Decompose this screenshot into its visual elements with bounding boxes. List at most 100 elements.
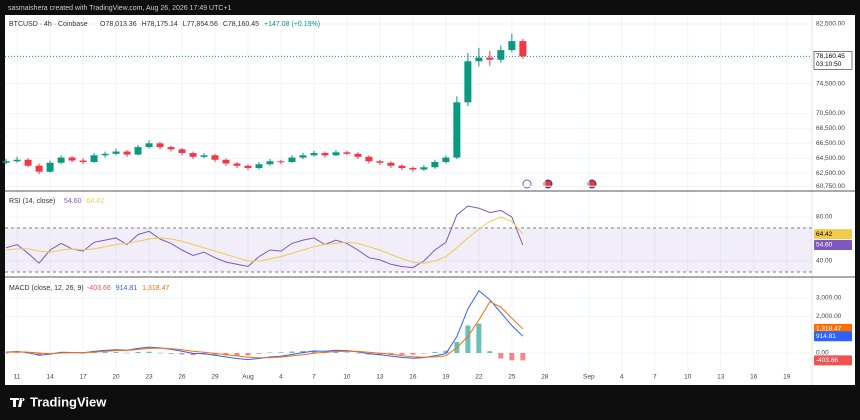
histogram-bar — [443, 350, 449, 354]
histogram-bar — [487, 351, 493, 354]
candle-body — [200, 155, 208, 157]
x-tick-label: 7 — [653, 374, 657, 381]
value-badge-label: -403.66 — [816, 357, 838, 364]
pane-title: MACD (close, 12, 26, 9) — [9, 285, 84, 292]
histogram-bar — [465, 325, 471, 354]
candle-body — [101, 153, 109, 156]
candle-body — [255, 164, 263, 168]
x-tick-label: 28 — [541, 374, 549, 381]
histogram-bar — [190, 353, 196, 356]
candle-body — [387, 162, 395, 166]
candle-body — [167, 147, 175, 150]
pane-readout: -403.66 — [87, 285, 111, 292]
last-price-badge — [813, 51, 853, 70]
candle-body — [508, 41, 516, 51]
candle-body — [156, 143, 164, 148]
ohlc-readout: L77,854.56 — [183, 21, 218, 28]
series-line — [6, 216, 524, 264]
x-tick-label: 4 — [620, 374, 624, 381]
histogram-bar — [14, 352, 20, 354]
candle-body — [442, 157, 450, 163]
y-tick-label: 60,750.00 — [816, 183, 845, 190]
logo: TradingView — [10, 394, 107, 409]
candle-body — [178, 149, 186, 154]
brand: TradingView — [30, 394, 107, 409]
histogram-bar — [212, 353, 218, 355]
countdown: 03:10:50 — [816, 61, 842, 68]
y-tick-label: 68,500.00 — [816, 125, 845, 132]
attribution: sasmaishera created with TradingView.com… — [8, 5, 232, 12]
ohlc-readout: H78,175.14 — [142, 21, 178, 28]
rsi-band — [5, 228, 812, 273]
histogram-bar — [245, 353, 251, 356]
candle-body — [57, 157, 65, 163]
value-badge-label: 64.42 — [816, 231, 833, 238]
candle-body — [453, 102, 461, 158]
pane-title: RSI (14, close) — [9, 198, 55, 205]
histogram-bar — [267, 352, 273, 354]
x-tick-label: 4 — [279, 374, 283, 381]
histogram-bar — [300, 350, 306, 354]
histogram-bar — [36, 353, 42, 356]
y-tick-label: 3,000.00 — [816, 295, 842, 302]
candle-body — [409, 167, 417, 170]
x-tick-label: 23 — [145, 374, 153, 381]
histogram-bar — [102, 352, 108, 354]
candle-body — [266, 161, 274, 165]
histogram-bar — [520, 353, 526, 361]
candle-body — [277, 161, 285, 163]
x-tick-label: 19 — [442, 374, 450, 381]
histogram-bar — [25, 353, 31, 354]
candle-body — [90, 155, 98, 163]
x-tick-label: 25 — [508, 374, 516, 381]
candle-body — [288, 157, 296, 163]
x-tick-label: 16 — [409, 374, 417, 381]
candle-body — [376, 161, 384, 163]
candle-body — [35, 165, 43, 172]
histogram-bar — [377, 353, 383, 355]
candle-body — [420, 167, 428, 170]
series-line — [6, 301, 524, 359]
histogram-bar — [311, 350, 317, 354]
histogram-bar — [157, 352, 163, 354]
candle-body — [497, 50, 505, 60]
pane-readout: 1,318.47 — [142, 285, 169, 292]
candle-body — [519, 41, 527, 57]
candle-body — [354, 153, 362, 157]
value-badge — [814, 355, 852, 366]
x-tick-label: 13 — [376, 374, 384, 381]
candle-body — [365, 156, 373, 162]
value-badge-label: 914.81 — [816, 333, 836, 340]
candle-body — [244, 165, 252, 168]
x-tick-label: Aug — [242, 374, 254, 381]
candle-body — [2, 161, 10, 163]
candle-body — [475, 57, 483, 62]
histogram-bar — [432, 351, 438, 354]
candle-body — [464, 61, 472, 103]
x-tick-label: 10 — [684, 374, 692, 381]
candle-body — [189, 153, 197, 157]
candle-body — [68, 157, 76, 161]
candle-body — [486, 57, 494, 60]
histogram-bar — [278, 352, 284, 354]
histogram-bar — [234, 353, 240, 356]
histogram-bar — [355, 353, 361, 354]
x-tick-label: 11 — [14, 374, 21, 381]
candle-body — [24, 159, 32, 166]
candle-body — [299, 155, 307, 158]
candle-body — [145, 143, 153, 148]
histogram-bar — [289, 351, 295, 354]
histogram-bar — [509, 353, 515, 361]
x-tick-label: 16 — [750, 374, 758, 381]
symbol: BTCUSD · 4h · Coinbase — [9, 21, 88, 28]
value-badge-label: 54.60 — [816, 242, 833, 249]
ohlc-readout: O78,013.36 — [100, 21, 137, 28]
candle-body — [343, 152, 351, 154]
x-tick-label: Sep — [583, 374, 595, 381]
candle-body — [123, 151, 131, 155]
chart-area — [5, 15, 855, 385]
y-tick-label: 62,500.00 — [816, 170, 845, 177]
histogram-bar — [135, 351, 141, 354]
x-tick-label: 29 — [211, 374, 219, 381]
